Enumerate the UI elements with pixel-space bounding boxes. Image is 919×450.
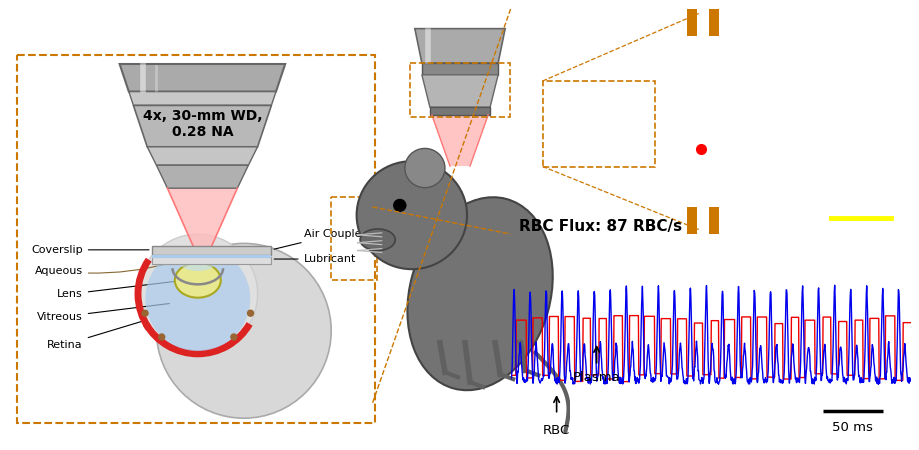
Polygon shape (133, 105, 271, 147)
Bar (409, 63, 510, 117)
Text: RBC Flux: 87 RBC/s: RBC Flux: 87 RBC/s (518, 219, 681, 234)
Bar (422, 63, 497, 75)
Text: 4x, 30-mm WD,
0.28 NA: 4x, 30-mm WD, 0.28 NA (142, 109, 262, 139)
Circle shape (404, 148, 445, 188)
Polygon shape (414, 29, 505, 63)
Circle shape (357, 161, 467, 269)
Bar (429, 107, 490, 115)
Text: RBC: RBC (542, 424, 570, 437)
Text: Air Coupled: Air Coupled (274, 229, 368, 249)
Polygon shape (156, 165, 248, 188)
Circle shape (246, 310, 254, 317)
Text: Retina: Retina (47, 320, 144, 350)
Circle shape (142, 310, 149, 317)
Circle shape (145, 246, 250, 351)
Bar (708, 9, 718, 36)
Bar (17, 55, 375, 423)
Polygon shape (167, 188, 237, 246)
Text: Coverslip: Coverslip (31, 245, 149, 255)
Ellipse shape (175, 263, 221, 298)
Text: Aqueous: Aqueous (35, 262, 172, 276)
Bar (331, 198, 377, 280)
Polygon shape (119, 64, 285, 92)
Bar (686, 207, 696, 234)
Text: Plasma: Plasma (573, 371, 619, 384)
Bar (686, 9, 696, 36)
Text: Lubricant: Lubricant (274, 254, 356, 264)
Ellipse shape (179, 252, 216, 271)
Text: Lens: Lens (57, 281, 175, 299)
Circle shape (158, 333, 165, 341)
Bar (542, 81, 654, 166)
Bar (708, 207, 718, 234)
Bar (152, 257, 271, 264)
Bar (152, 255, 271, 258)
Circle shape (393, 199, 405, 211)
Polygon shape (129, 92, 276, 105)
Circle shape (138, 234, 257, 354)
Text: Vitreous: Vitreous (37, 304, 169, 322)
Polygon shape (431, 115, 488, 166)
Circle shape (230, 333, 237, 341)
Ellipse shape (407, 197, 552, 390)
Circle shape (156, 243, 331, 418)
Polygon shape (147, 147, 257, 165)
Text: 50 ms: 50 ms (832, 421, 872, 434)
Bar (152, 246, 271, 255)
Ellipse shape (359, 229, 395, 251)
Polygon shape (422, 75, 497, 107)
